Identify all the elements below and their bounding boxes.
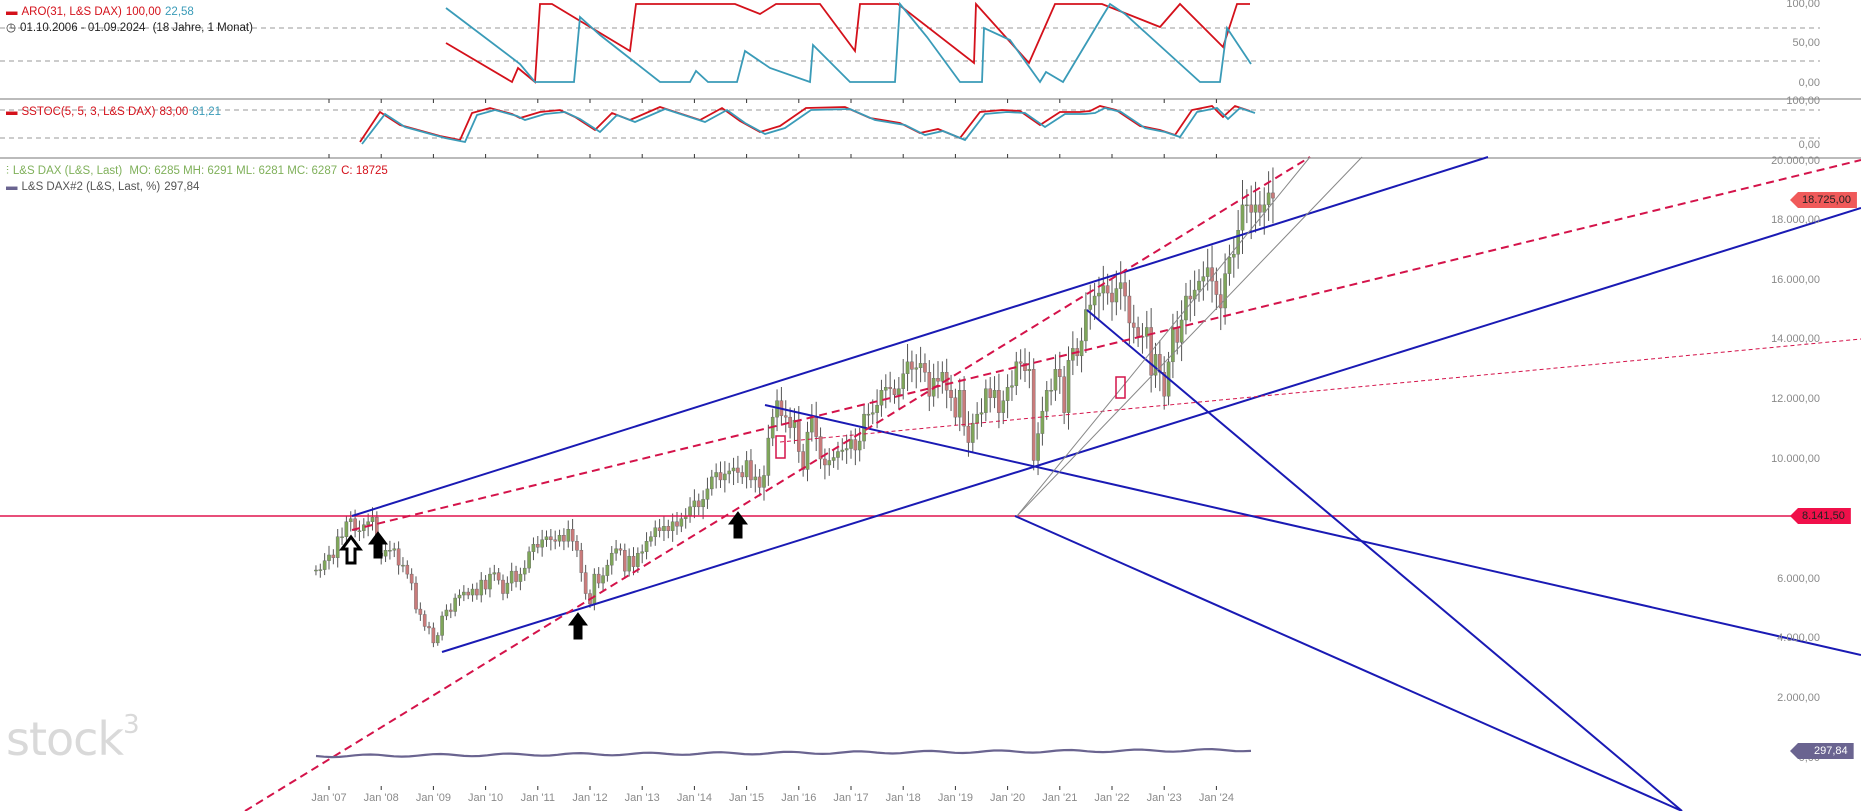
series1-legend-name: L&S DAX (L&S, Last) (12, 165, 123, 177)
series2-value: 297,84 (164, 181, 200, 193)
aro-tick-50: 50,00 (1792, 37, 1820, 49)
date-range: 01.10.2006 - 01.09.2024 (20, 22, 146, 34)
aro-down-value: 22,58 (165, 6, 194, 18)
clock-icon: ◷ (6, 22, 17, 34)
x-tick-label: Jan '14 (676, 792, 712, 804)
main-legend: ⫶ L&S DAX (L&S, Last) MO: 6285 MH: 6291 M… (6, 164, 392, 178)
price-tick-16000: 16.000,00 (1771, 274, 1820, 286)
x-tick-label: Jan '08 (363, 792, 399, 804)
sstoc-tick-100: 100,00 (1786, 95, 1820, 107)
sstoc-legend-name: SSTOC(5, 5, 3, L&S DAX) (21, 106, 156, 118)
last-price-tag: 18.725,00 (1790, 192, 1857, 208)
x-tick-label: Jan '12 (572, 792, 608, 804)
aro-legend-name: ARO(31, L&S DAX) (21, 6, 122, 18)
sstoc-d-value: 81,21 (192, 106, 222, 118)
price-tick-4000: 4.000,00 (1777, 632, 1820, 644)
sstoc-tick-0: 0,00 (1798, 139, 1820, 151)
price-tick-6000: 6.000,00 (1777, 573, 1820, 585)
series1-ohlc: MO: 6285 MH: 6291 ML: 6281 MC: 6287 (129, 165, 338, 177)
price-tick-12000: 12.000,00 (1771, 393, 1820, 405)
logo-text: stock (6, 712, 124, 766)
sstoc-k-value: 83,00 (159, 106, 189, 118)
price-tick-14000: 14.000,00 (1771, 333, 1820, 345)
pct-price-tag: 297,84 (1790, 743, 1854, 759)
logo-sup: 3 (123, 709, 140, 740)
x-tick-label: Jan '21 (1042, 792, 1078, 804)
sstoc-swatch-icon: ▬ (6, 106, 18, 118)
x-tick-label: Jan '18 (885, 792, 921, 804)
x-tick-label: Jan '20 (990, 792, 1026, 804)
x-tick-label: Jan '23 (1146, 792, 1182, 804)
x-tick-label: Jan '09 (415, 792, 451, 804)
aro-tick-0: 0,00 (1798, 77, 1820, 89)
x-tick-label: Jan '19 (937, 792, 973, 804)
price-tick-10000: 10.000,00 (1771, 453, 1820, 465)
x-tick-label: Jan '15 (729, 792, 765, 804)
series2-swatch-icon: ▬ (6, 181, 18, 193)
x-tick-label: Jan '17 (833, 792, 869, 804)
aro-up-value: 100,00 (125, 6, 162, 18)
aro-tick-100: 100,00 (1786, 0, 1820, 10)
sstoc-legend: ▬ SSTOC(5, 5, 3, L&S DAX) 83,00 81,21 (6, 105, 225, 119)
x-tick-label: Jan '22 (1094, 792, 1130, 804)
price-tick-18000: 18.000,00 (1771, 214, 1820, 226)
aro-legend: ▬ ARO(31, L&S DAX) 100,00 22,58 (6, 5, 198, 19)
price-tick-20000: 20.000,00 (1771, 155, 1820, 167)
aro-swatch-icon: ▬ (6, 6, 18, 18)
date-range-legend: ◷ 01.10.2006 - 01.09.2024 (18 Jahre, 1 Mo… (6, 21, 257, 35)
x-tick-label: Jan '13 (624, 792, 660, 804)
x-tick-label: Jan '11 (520, 792, 555, 804)
stock3-logo: stock3 (6, 709, 140, 766)
series1-close: C: 18725 (341, 165, 388, 177)
hline-price-tag: 8.141,50 (1790, 508, 1851, 524)
x-tick-label: Jan '10 (468, 792, 504, 804)
series2-legend-name: L&S DAX#2 (L&S, Last, %) (21, 181, 161, 193)
x-tick-label: Jan '07 (311, 792, 347, 804)
price-tick-2000: 2.000,00 (1777, 692, 1820, 704)
x-tick-label: Jan '16 (781, 792, 817, 804)
candlestick-icon: ⫶ (6, 165, 9, 177)
x-tick-label: Jan '24 (1198, 792, 1234, 804)
duration: (18 Jahre, 1 Monat) (152, 22, 253, 34)
series2-legend: ▬ L&S DAX#2 (L&S, Last, %) 297,84 (6, 180, 203, 194)
